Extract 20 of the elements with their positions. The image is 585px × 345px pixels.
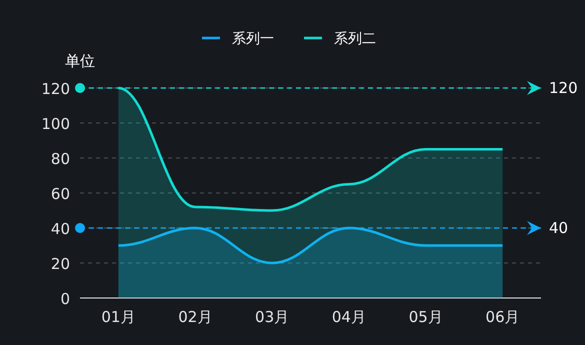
legend-item: 系列二 <box>304 31 376 47</box>
y-tick-label: 0 <box>60 290 70 308</box>
x-tick-label: 04月 <box>332 308 366 326</box>
ref-line-label: 120 <box>549 79 578 97</box>
y-axis-title: 单位 <box>65 52 95 70</box>
y-tick-label: 60 <box>50 185 70 203</box>
x-tick-label: 06月 <box>486 308 520 326</box>
y-tick-label: 100 <box>41 115 70 133</box>
x-tick-label: 05月 <box>408 308 443 326</box>
legend-label: 系列一 <box>232 31 274 47</box>
ref-line-label: 40 <box>549 219 568 237</box>
y-tick-label: 120 <box>41 80 70 98</box>
x-tick-label: 02月 <box>178 308 212 326</box>
y-tick-label: 40 <box>50 220 70 238</box>
x-tick-label: 03月 <box>255 308 290 326</box>
x-tick-label: 01月 <box>101 308 136 326</box>
legend-label: 系列二 <box>334 31 376 47</box>
legend-item: 系列一 <box>202 31 274 47</box>
y-tick-label: 80 <box>50 150 70 168</box>
y-tick-label: 20 <box>50 255 70 273</box>
